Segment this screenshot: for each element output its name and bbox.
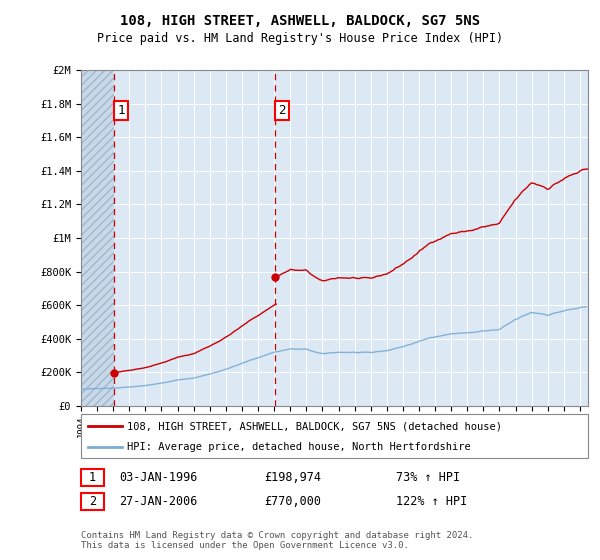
Text: Price paid vs. HM Land Registry's House Price Index (HPI): Price paid vs. HM Land Registry's House …: [97, 32, 503, 45]
Text: 2: 2: [89, 494, 96, 508]
Text: 27-JAN-2006: 27-JAN-2006: [119, 494, 197, 508]
Text: 1: 1: [89, 470, 96, 484]
Text: 122% ↑ HPI: 122% ↑ HPI: [396, 494, 467, 508]
Text: 108, HIGH STREET, ASHWELL, BALDOCK, SG7 5NS: 108, HIGH STREET, ASHWELL, BALDOCK, SG7 …: [120, 14, 480, 28]
Text: 03-JAN-1996: 03-JAN-1996: [119, 470, 197, 484]
Text: 2: 2: [278, 104, 286, 117]
Text: 1: 1: [117, 104, 125, 117]
Text: 108, HIGH STREET, ASHWELL, BALDOCK, SG7 5NS (detached house): 108, HIGH STREET, ASHWELL, BALDOCK, SG7 …: [127, 422, 502, 431]
Text: 73% ↑ HPI: 73% ↑ HPI: [396, 470, 460, 484]
Text: HPI: Average price, detached house, North Hertfordshire: HPI: Average price, detached house, Nort…: [127, 442, 470, 452]
Bar: [81, 70, 114, 406]
Text: £198,974: £198,974: [264, 470, 321, 484]
Text: £770,000: £770,000: [264, 494, 321, 508]
Text: Contains HM Land Registry data © Crown copyright and database right 2024.
This d: Contains HM Land Registry data © Crown c…: [81, 531, 473, 550]
